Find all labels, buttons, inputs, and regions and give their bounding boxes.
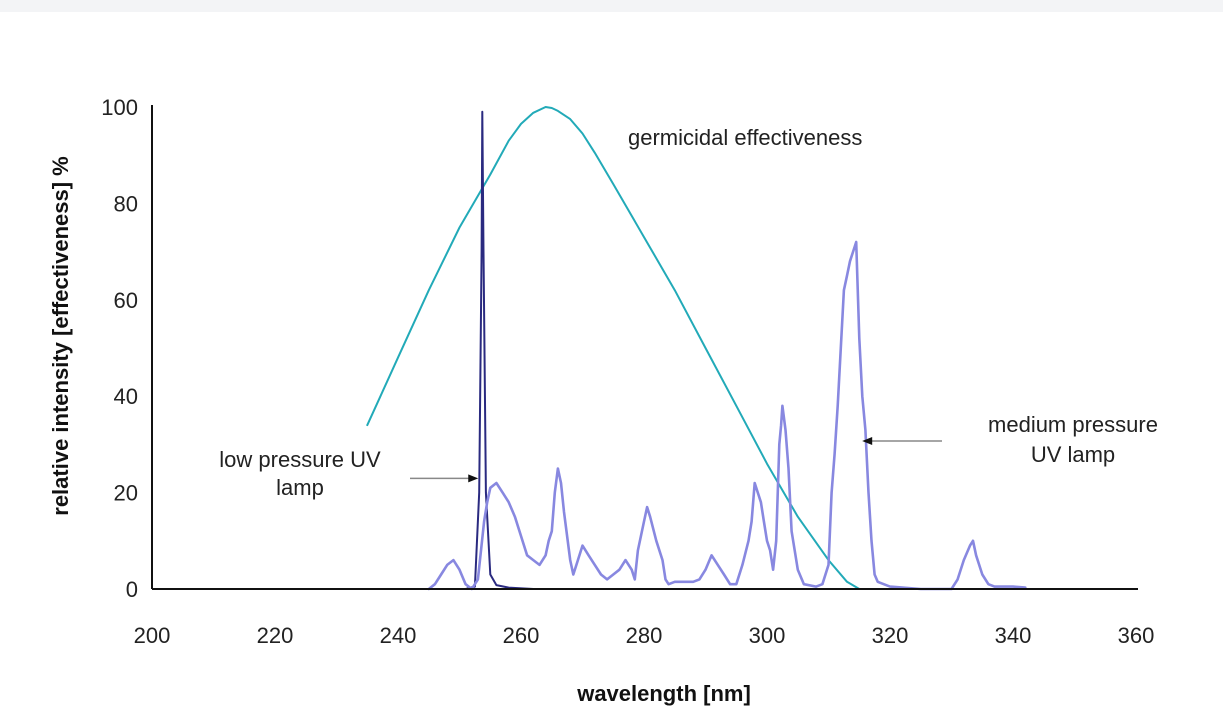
y-tick-label-20: 20	[114, 481, 138, 506]
x-axis-title: wavelength [nm]	[576, 681, 751, 706]
top-bar	[0, 0, 1223, 12]
y-tick-label-60: 60	[114, 288, 138, 313]
medium-pressure-label-line-1: medium pressure	[988, 412, 1158, 437]
germicidal-effectiveness-label: germicidal effectiveness	[628, 125, 862, 150]
x-tick-label-360: 360	[1118, 623, 1155, 648]
x-tick-label-300: 300	[749, 623, 786, 648]
germicidal-series-line	[366, 106, 861, 590]
medium-pressure-arrow-head	[862, 437, 873, 445]
y-tick-label-0: 0	[126, 577, 138, 602]
x-tick-label-220: 220	[257, 623, 294, 648]
axes-layer	[151, 105, 1138, 590]
tick-labels: 200 220 240 260 280 300 320 340 360 0 20 40 60 80 100	[101, 95, 1154, 648]
x-tick-label-280: 280	[626, 623, 663, 648]
series-layer	[366, 106, 1027, 591]
y-tick-label-100: 100	[101, 95, 138, 120]
low-pressure-label-line-2: lamp	[276, 475, 324, 500]
y-tick-label-40: 40	[114, 384, 138, 409]
x-tick-label-320: 320	[872, 623, 909, 648]
x-tick-label-340: 340	[995, 623, 1032, 648]
low-pressure-arrow-head	[468, 474, 479, 483]
y-axis-title: relative intensity [effectiveness] %	[48, 156, 73, 515]
medium-pressure-label-line-2: UV lamp	[1031, 442, 1115, 467]
x-tick-label-260: 260	[503, 623, 540, 648]
low-pressure-label-line-1: low pressure UV	[219, 447, 381, 472]
x-tick-label-200: 200	[134, 623, 171, 648]
x-tick-label-240: 240	[380, 623, 417, 648]
annotations: germicidal effectiveness low pressure UV l…	[219, 125, 1158, 500]
low-pressure-series-line	[446, 110, 535, 590]
medium-pressure-series-line	[427, 240, 1027, 591]
y-tick-label-80: 80	[114, 191, 138, 216]
